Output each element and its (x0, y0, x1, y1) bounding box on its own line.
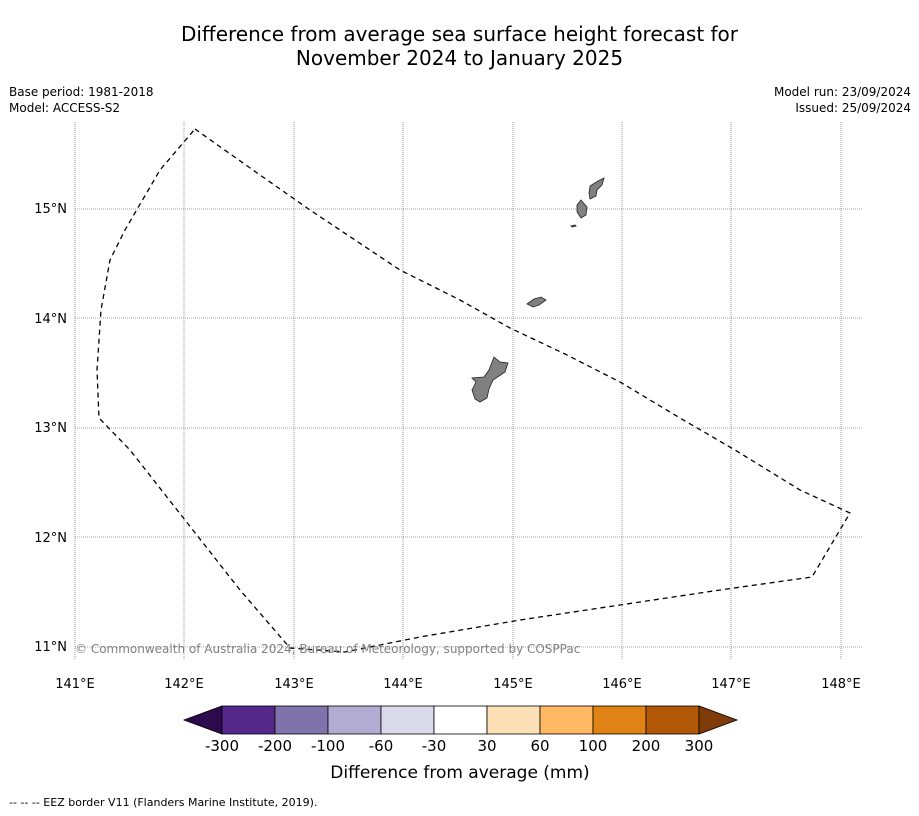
colorbar-segment (274, 705, 329, 735)
colorbar-segment (539, 705, 594, 735)
title-line-1: Difference from average sea surface heig… (180, 22, 739, 46)
graticule (74, 122, 862, 660)
colorbar-segment (380, 705, 435, 735)
model-name: Model: ACCESS-S2 (9, 101, 121, 115)
lon-label: 146°E (602, 677, 642, 692)
meta-left: Base period: 1981-2018 Model: ACCESS-S2 (9, 84, 154, 116)
colorbar-tick-label: -30 (422, 737, 447, 755)
colorbar: -300 -200 -100 -60 -30 30 60 100 200 300 (182, 705, 739, 755)
footnote: -- -- -- EEZ border V11 (Flanders Marine… (9, 796, 318, 809)
island-saipan (588, 177, 605, 200)
lat-label: 15°N (34, 202, 67, 217)
colorbar-tick-label: 60 (530, 737, 549, 755)
colorbar-over-arrow (698, 705, 739, 735)
lon-label: 141°E (55, 677, 95, 692)
colorbar-tick-label: 30 (477, 737, 496, 755)
lat-label: 14°N (34, 312, 67, 327)
colorbar-tick-label: -300 (205, 737, 239, 755)
colorbar-tick-label: 300 (685, 737, 714, 755)
colorbar-tick-label: 200 (632, 737, 661, 755)
island-guam (471, 356, 509, 403)
lat-label: 13°N (34, 421, 67, 436)
colorbar-segment (645, 705, 700, 735)
island-rota (526, 296, 547, 308)
colorbar-tick-label: -60 (369, 737, 394, 755)
title-line-2: November 2024 to January 2025 (295, 46, 624, 70)
colorbar-segment (221, 705, 276, 735)
island-aguijan (570, 224, 577, 228)
lon-label: 145°E (493, 677, 533, 692)
colorbar-under-arrow (182, 705, 223, 735)
lon-label: 144°E (383, 677, 423, 692)
lat-label: 12°N (34, 531, 67, 546)
colorbar-tick-label: -200 (258, 737, 292, 755)
colorbar-segment (592, 705, 647, 735)
island-tinian (576, 199, 588, 219)
lat-label: 11°N (34, 640, 67, 655)
eez-border (96, 128, 851, 653)
copyright-notice: © Commonwealth of Australia 2024, Bureau… (75, 642, 580, 656)
colorbar-tick-label: 100 (579, 737, 608, 755)
issued-date: Issued: 25/09/2024 (795, 101, 911, 115)
colorbar-tick-label: -100 (311, 737, 345, 755)
colorbar-segment (327, 705, 382, 735)
lon-label: 148°E (821, 677, 861, 692)
colorbar-segment (486, 705, 541, 735)
colorbar-label: Difference from average (mm) (330, 763, 589, 783)
colorbar-segment (433, 705, 488, 735)
land-masses (471, 177, 605, 403)
model-run: Model run: 23/09/2024 (773, 85, 911, 99)
meta-right: Model run: 23/09/2024 Issued: 25/09/2024 (774, 84, 911, 116)
lon-label: 147°E (711, 677, 751, 692)
lon-label: 142°E (164, 677, 204, 692)
lon-label: 143°E (274, 677, 314, 692)
base-period: Base period: 1981-2018 (9, 85, 154, 99)
page-title: Difference from average sea surface heig… (0, 22, 919, 70)
